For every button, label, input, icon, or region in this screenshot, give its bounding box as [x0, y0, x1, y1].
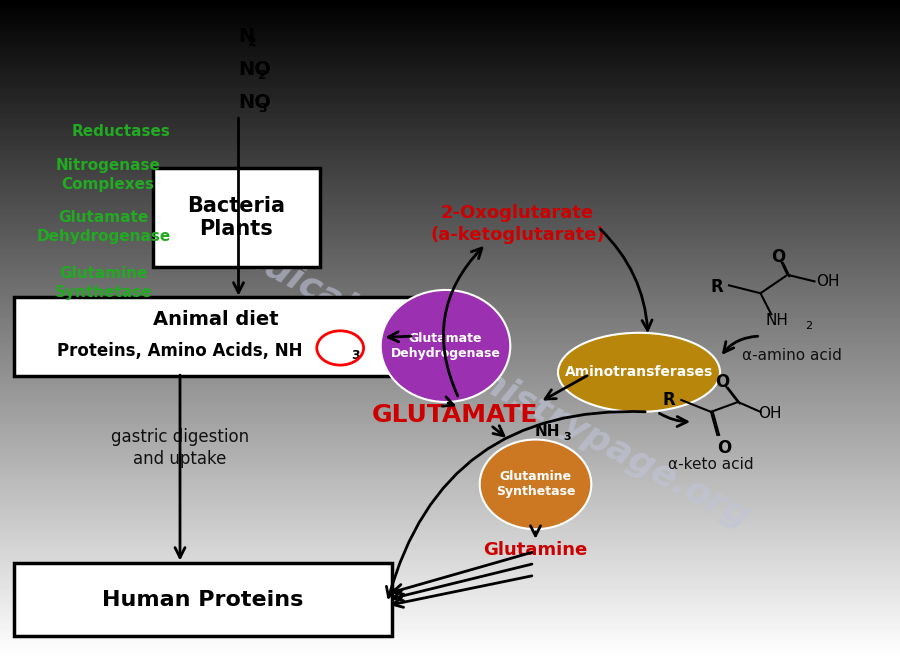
Text: NO: NO — [238, 93, 272, 111]
Text: R: R — [662, 391, 675, 409]
Text: 3: 3 — [351, 349, 360, 362]
Text: Glutamate
Dehydrogenase: Glutamate Dehydrogenase — [36, 210, 171, 244]
Text: OH: OH — [758, 406, 781, 420]
FancyBboxPatch shape — [14, 297, 418, 376]
Text: NO: NO — [238, 60, 272, 78]
Text: R: R — [711, 277, 724, 296]
Text: themedicalbiochemistrypage.org: themedicalbiochemistrypage.org — [145, 189, 755, 536]
Text: 2: 2 — [258, 69, 267, 82]
Text: Bacteria
Plants: Bacteria Plants — [187, 196, 285, 239]
Text: Human Proteins: Human Proteins — [102, 590, 303, 610]
Text: α-amino acid: α-amino acid — [742, 349, 842, 363]
Text: Glutamine
Synthetase: Glutamine Synthetase — [55, 266, 152, 301]
Text: Glutamine
Synthetase: Glutamine Synthetase — [496, 471, 575, 498]
Text: Reductases: Reductases — [72, 125, 171, 139]
Ellipse shape — [480, 440, 591, 529]
Text: N: N — [238, 27, 255, 45]
Text: O: O — [717, 439, 732, 457]
Text: Aminotransferases: Aminotransferases — [565, 365, 713, 380]
Text: 2-Oxoglutarate
(a-ketoglutarate): 2-Oxoglutarate (a-ketoglutarate) — [430, 204, 605, 244]
Text: Glutamate
Dehydrogenase: Glutamate Dehydrogenase — [391, 332, 500, 360]
Text: GLUTAMATE: GLUTAMATE — [372, 403, 537, 427]
Ellipse shape — [558, 333, 720, 412]
Text: Glutamine: Glutamine — [483, 541, 588, 559]
Ellipse shape — [381, 290, 510, 402]
Text: 3: 3 — [258, 102, 267, 115]
Text: NH: NH — [765, 314, 788, 328]
FancyBboxPatch shape — [14, 563, 392, 636]
Text: α-keto acid: α-keto acid — [668, 457, 754, 472]
FancyBboxPatch shape — [153, 168, 320, 267]
Text: NH: NH — [535, 424, 560, 439]
Text: Animal diet: Animal diet — [153, 310, 279, 329]
Text: O: O — [771, 248, 786, 266]
Text: 3: 3 — [563, 432, 571, 442]
Text: 2: 2 — [248, 36, 257, 49]
Text: gastric digestion
and uptake: gastric digestion and uptake — [111, 428, 249, 469]
Text: O: O — [716, 373, 730, 391]
Text: Nitrogenase
Complexes: Nitrogenase Complexes — [56, 158, 160, 192]
Text: OH: OH — [816, 274, 840, 289]
Text: 2: 2 — [805, 321, 812, 331]
Text: Proteins, Amino Acids, NH: Proteins, Amino Acids, NH — [58, 341, 302, 360]
